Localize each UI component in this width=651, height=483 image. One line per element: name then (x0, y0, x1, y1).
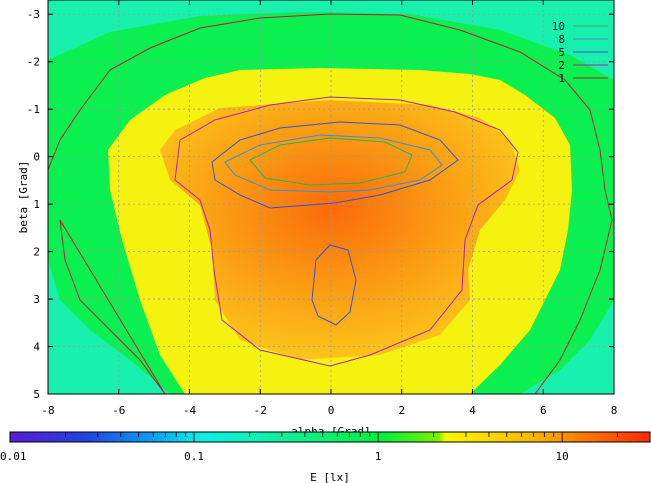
y-tick-label: 3 (33, 293, 40, 306)
legend-label: 2 (558, 59, 565, 72)
x-tick-label: 2 (398, 404, 405, 417)
y-tick-label: -1 (27, 103, 40, 116)
y-tick-label: -3 (27, 8, 40, 21)
legend-label: 5 (558, 46, 565, 59)
legend-label: 10 (552, 20, 565, 33)
y-tick-label: -2 (27, 56, 40, 69)
legend-label: 8 (558, 33, 565, 46)
orange-core-region (160, 100, 520, 360)
contour-8 (224, 134, 443, 193)
colorbar-tick-label: 10 (556, 450, 569, 463)
x-tick-label: -6 (112, 404, 125, 417)
colorbar-tick-label: 0.1 (184, 450, 204, 463)
legend-label: 1 (558, 72, 565, 85)
contour-5 (211, 121, 459, 326)
contour-10 (249, 137, 413, 186)
y-axis-label: beta [Grad] (17, 161, 30, 234)
x-tick-label: 6 (540, 404, 547, 417)
x-tick-label: 4 (469, 404, 476, 417)
x-tick-label: 0 (328, 404, 335, 417)
contour-2 (174, 96, 519, 367)
colorbar-tick-label: 0.01 (0, 450, 27, 463)
x-tick-label: -4 (183, 404, 197, 417)
grid (48, 0, 614, 394)
colorbar-label: E [lx] (310, 471, 350, 483)
x-tick-label: 8 (611, 404, 618, 417)
x-tick-label: -8 (41, 404, 54, 417)
y-tick-label: 4 (33, 341, 40, 354)
y-tick-label: 5 (33, 388, 40, 401)
y-tick-label: 0 (33, 151, 40, 164)
colorbar-ticks: 0.01 0.1 1 10 (0, 432, 651, 463)
contour-1 (47, 13, 613, 395)
contours (47, 13, 613, 395)
y-tick-label: 1 (33, 198, 40, 211)
x-tick-label: -2 (254, 404, 267, 417)
x-axis-ticks: -8 -6 -4 -2 0 2 4 6 8 (41, 0, 617, 417)
colorbar: 0.01 0.1 1 10 E [lx] (0, 431, 651, 483)
colorbar-tick-label: 1 (375, 450, 382, 463)
y-tick-label: 2 (33, 246, 40, 259)
